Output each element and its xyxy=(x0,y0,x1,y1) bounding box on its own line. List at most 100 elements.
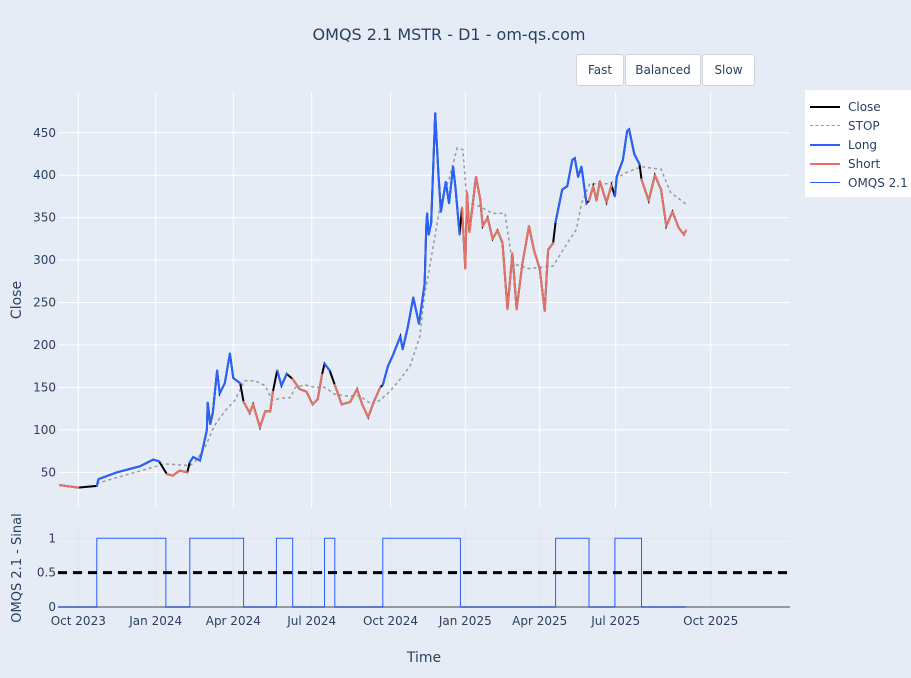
long-segment xyxy=(401,327,409,351)
y-tick-label: 250 xyxy=(33,296,56,310)
long-segment xyxy=(615,158,624,178)
long-segment xyxy=(430,112,437,224)
short-segment xyxy=(653,174,663,191)
long-segment xyxy=(280,372,288,387)
long-segment xyxy=(391,335,402,357)
long-segment xyxy=(223,352,231,385)
long-segment xyxy=(381,365,389,386)
long-segment xyxy=(561,185,569,191)
legend-item-omqs[interactable]: OMQS 2.1 xyxy=(805,173,908,192)
legend-label: Short xyxy=(848,156,881,171)
short-segment xyxy=(252,403,262,429)
legend-label: Long xyxy=(848,137,878,152)
legend-label: Close xyxy=(848,99,881,114)
short-segment xyxy=(58,484,80,489)
x-tick-label: Oct 2024 xyxy=(363,614,418,628)
legend-swatch-long xyxy=(810,143,840,146)
y-tick-label: 150 xyxy=(33,380,56,394)
short-segment xyxy=(515,263,524,311)
x-tick-label: Jan 2025 xyxy=(438,614,492,628)
x-tick-label: Oct 2025 xyxy=(683,614,738,628)
short-segment xyxy=(311,398,319,406)
balanced-button[interactable]: Balanced xyxy=(625,54,701,86)
long-segment xyxy=(554,188,564,223)
long-segment xyxy=(138,458,155,468)
short-segment xyxy=(595,180,601,202)
long-segment xyxy=(216,369,221,395)
long-segment xyxy=(423,225,428,285)
x-tick-label: Jul 2024 xyxy=(286,614,336,628)
short-segment xyxy=(491,229,499,240)
short-segment xyxy=(527,225,535,251)
short-segment xyxy=(547,242,555,251)
x-tick-label: Apr 2024 xyxy=(206,614,261,628)
long-segment xyxy=(412,296,420,325)
x-axis-title: Time xyxy=(406,650,442,666)
long-segment xyxy=(218,382,226,395)
short-segment xyxy=(543,248,550,313)
legend-swatch-omqs xyxy=(810,182,840,183)
long-segment xyxy=(206,401,212,425)
long-segment xyxy=(386,354,394,368)
short-segment xyxy=(521,225,530,266)
legend-item-short[interactable]: Short xyxy=(805,154,880,173)
legend-item-stop[interactable]: STOP xyxy=(805,116,880,135)
short-segment xyxy=(671,210,680,229)
short-segment xyxy=(677,226,685,236)
short-segment xyxy=(464,191,468,270)
signal-y-axis-title: OMQS 2.1 - Sinal xyxy=(10,513,25,622)
x-tick-label: Jul 2025 xyxy=(590,614,640,628)
short-segment xyxy=(178,469,189,474)
fast-button[interactable]: Fast xyxy=(576,54,624,86)
short-segment xyxy=(242,400,251,414)
short-segment xyxy=(298,388,308,393)
short-segment xyxy=(496,229,504,245)
short-segment xyxy=(605,184,613,204)
legend-label: OMQS 2.1 xyxy=(848,175,908,190)
long-segment xyxy=(228,352,235,380)
long-segment xyxy=(573,157,580,178)
legend-label: STOP xyxy=(848,118,880,133)
long-segment xyxy=(417,282,426,325)
long-segment xyxy=(97,471,118,481)
close-line xyxy=(59,113,687,489)
long-segment xyxy=(209,411,214,425)
long-segment xyxy=(116,467,134,474)
long-segment xyxy=(199,448,204,462)
legend-item-close[interactable]: Close xyxy=(805,97,881,116)
y-tick-label: 50 xyxy=(41,465,56,479)
long-segment xyxy=(276,369,283,387)
short-segment xyxy=(465,191,471,234)
short-segment xyxy=(501,242,509,311)
short-segment xyxy=(269,390,274,413)
slow-button[interactable]: Slow xyxy=(702,54,755,86)
long-segment xyxy=(454,186,461,236)
short-segment xyxy=(511,252,518,311)
long-segment xyxy=(406,296,415,330)
legend-swatch-stop xyxy=(810,125,840,126)
short-segment xyxy=(468,175,478,234)
short-segment xyxy=(356,388,364,406)
y-axis-title: Close xyxy=(9,281,25,319)
short-segment xyxy=(479,197,484,228)
legend-swatch-close xyxy=(810,105,840,108)
short-segment xyxy=(367,401,375,419)
short-segment xyxy=(361,403,370,419)
signal-y-tick-label: 0 xyxy=(48,600,56,614)
x-tick-label: Jan 2024 xyxy=(128,614,182,628)
long-segment xyxy=(580,165,588,205)
legend-swatch-short xyxy=(810,162,840,165)
y-tick-label: 400 xyxy=(33,168,56,182)
y-tick-label: 300 xyxy=(33,253,56,267)
y-tick-label: 100 xyxy=(33,423,56,437)
long-segment xyxy=(613,175,618,198)
short-segment xyxy=(165,473,174,477)
short-segment xyxy=(171,469,181,477)
long-segment xyxy=(437,174,442,213)
short-segment xyxy=(647,174,656,202)
short-segment xyxy=(682,229,687,236)
short-segment xyxy=(333,383,343,406)
short-segment xyxy=(538,267,546,313)
legend-item-long[interactable]: Long xyxy=(805,135,877,154)
